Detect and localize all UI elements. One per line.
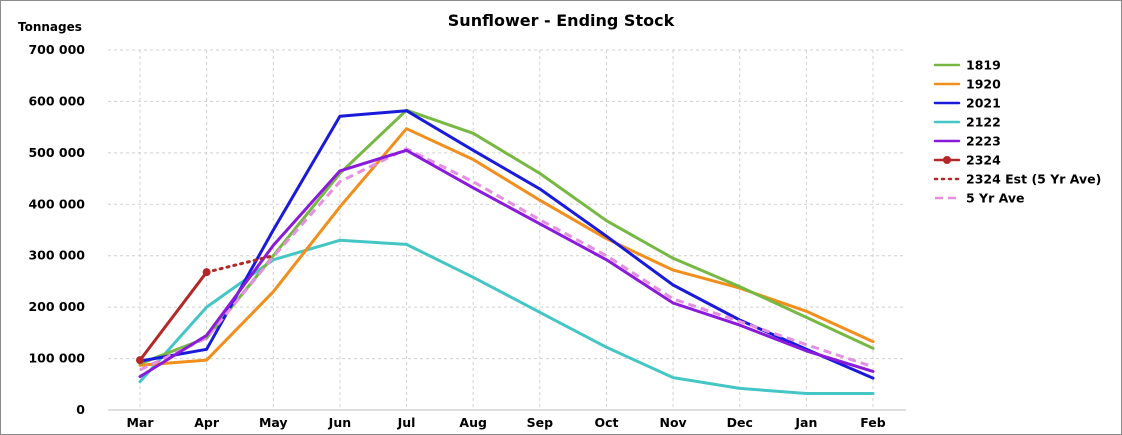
y-tick-label: 100 000 (28, 351, 85, 366)
x-tick-label: Jan (794, 415, 817, 430)
legend-label: 1920 (966, 77, 1001, 92)
legend-label: 2122 (966, 115, 1001, 130)
y-axis-ticks: 0 100 000 200 000 300 000 400 000 500 000 600 … (28, 42, 85, 417)
x-tick-label: Dec (727, 415, 753, 430)
data-point (136, 356, 144, 365)
x-tick-label: Jul (397, 415, 416, 430)
series-2324 (136, 268, 211, 365)
legend-item: 2122 (933, 115, 1001, 130)
series-5-yr-ave (139, 147, 874, 372)
series-2324-est-5-yr-ave (205, 254, 275, 274)
x-tick-label: Apr (194, 415, 220, 430)
x-tick-label: May (259, 415, 288, 430)
y-tick-label: 400 000 (28, 196, 85, 211)
series-line (205, 254, 275, 274)
y-tick-label: 500 000 (28, 145, 85, 160)
legend-item: 2324 Est (5 Yr Ave) (933, 172, 1101, 187)
x-axis-ticks: Mar Apr May Jun Jul Aug Sep Oct Nov Dec Jan Feb (126, 415, 885, 430)
legend-label: 1819 (966, 58, 1001, 73)
series-line (138, 148, 875, 379)
legend-item: 2223 (933, 134, 1001, 149)
legend-label: 5 Yr Ave (966, 191, 1024, 206)
x-tick-label: Feb (860, 415, 886, 430)
legend: 1819 1920 2021 2122 2223 2324 2324 Est (5 Yr A… (933, 58, 1101, 206)
legend-label: 2021 (966, 96, 1001, 111)
data-point (202, 268, 211, 277)
x-tick-label: Mar (126, 415, 154, 430)
legend-item: 1819 (933, 58, 1001, 73)
legend-label: 2223 (966, 134, 1001, 149)
legend-label: 2324 (966, 153, 1001, 168)
y-axis-title: Tonnages (18, 20, 82, 34)
series-line (138, 108, 875, 366)
series-line (138, 270, 209, 362)
legend-item: 1920 (933, 77, 1001, 92)
x-tick-label: Oct (594, 415, 618, 430)
series-line (138, 109, 875, 380)
y-tick-label: 700 000 (28, 42, 85, 57)
series-lines (136, 108, 875, 395)
x-tick-label: Jun (328, 415, 351, 430)
series-2223 (138, 148, 875, 379)
y-tick-label: 600 000 (28, 93, 85, 108)
series-2021 (138, 109, 875, 380)
y-tick-label: 0 (76, 402, 85, 417)
y-tick-label: 200 000 (28, 299, 85, 314)
legend-item: 2324 (933, 153, 1001, 168)
chart-title: Sunflower - Ending Stock (448, 11, 675, 30)
legend-label: 2324 Est (5 Yr Ave) (966, 172, 1101, 187)
y-tick-label: 300 000 (28, 248, 85, 263)
legend-item: 5 Yr Ave (935, 191, 1024, 206)
series-1819 (138, 108, 875, 366)
legend-marker (943, 156, 951, 164)
x-tick-label: Nov (659, 415, 686, 430)
series-line (139, 147, 874, 372)
legend-item: 2021 (933, 96, 1001, 111)
gridlines (108, 49, 906, 411)
x-tick-label: Sep (527, 415, 553, 430)
x-tick-label: Aug (459, 415, 487, 430)
